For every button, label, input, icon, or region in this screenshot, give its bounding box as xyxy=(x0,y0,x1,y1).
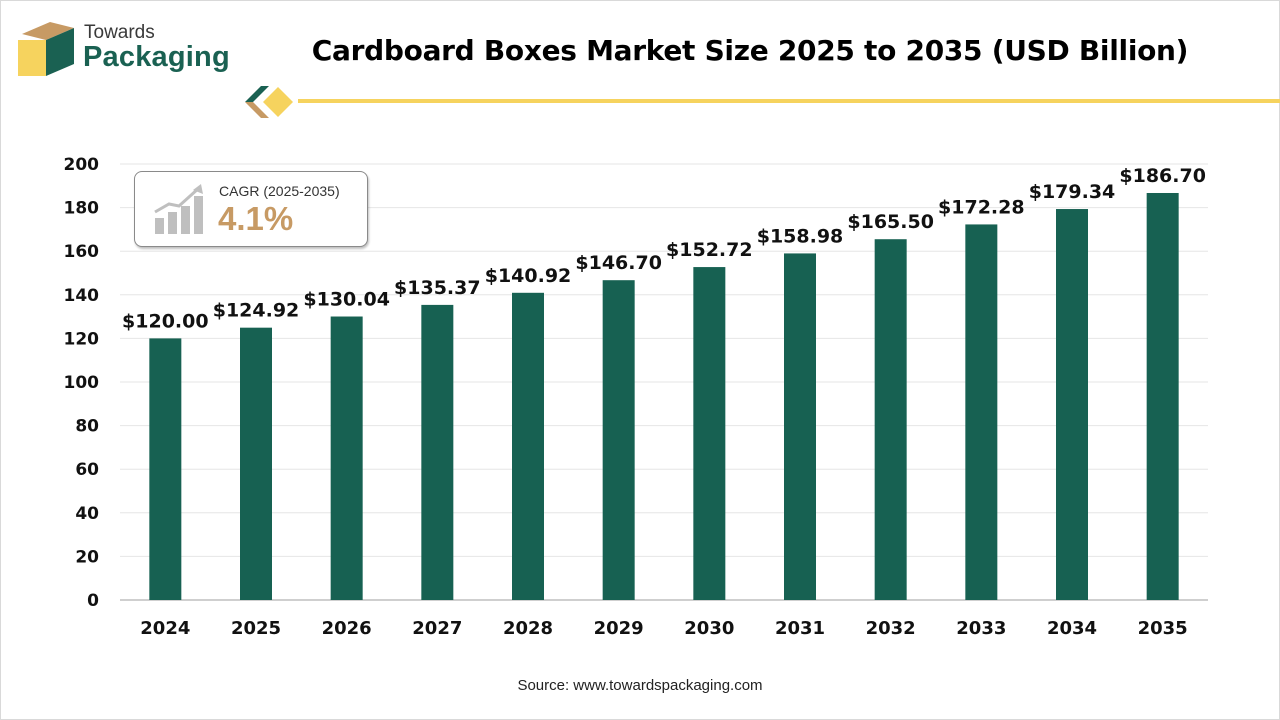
data-label-2031: $158.98 xyxy=(757,225,844,247)
x-tick-label-2029: 2029 xyxy=(594,618,644,639)
x-tick-label-2034: 2034 xyxy=(1047,618,1097,639)
x-tick-label-2031: 2031 xyxy=(775,618,825,639)
data-labels: $120.00 $124.92$130.04$135.37$140.92$146.… xyxy=(122,165,1206,332)
data-label-2024: $120.00 xyxy=(122,310,209,332)
bar-2033 xyxy=(965,224,998,600)
y-tick-label: 180 xyxy=(64,199,100,219)
y-tick-label: 140 xyxy=(64,286,100,306)
bar-2024 xyxy=(149,338,182,600)
bar-2028 xyxy=(512,292,544,600)
gridlines xyxy=(120,163,1208,557)
bar-2026 xyxy=(330,316,363,600)
x-tick-label-2025: 2025 xyxy=(231,618,281,639)
y-tick-label: 80 xyxy=(75,417,99,437)
data-label-2029: $146.70 xyxy=(575,252,662,274)
cagr-callout: CAGR (2025-2035) 4.1% xyxy=(134,171,368,247)
bar-2032 xyxy=(874,239,907,600)
decorative-diamond-icon xyxy=(245,86,293,118)
brand-line-2: Packaging xyxy=(83,41,230,73)
data-label-2025: $124.92 xyxy=(213,300,300,322)
y-tick-label: 100 xyxy=(64,373,100,393)
bar-2029 xyxy=(602,280,635,600)
title-underline xyxy=(298,99,1280,103)
x-tick-label-2026: 2026 xyxy=(322,618,372,639)
bar-2035 xyxy=(1146,192,1179,600)
data-label-2033: $172.28 xyxy=(938,196,1025,218)
x-tick-label-2035: 2035 xyxy=(1138,618,1188,639)
x-tick-label-2027: 2027 xyxy=(412,618,462,639)
bars xyxy=(149,192,1179,601)
brand-logo: Towards Packaging xyxy=(16,20,246,84)
data-label-2026: $130.04 xyxy=(303,289,390,311)
x-tick-label-2032: 2032 xyxy=(866,618,916,639)
data-label-2034: $179.34 xyxy=(1029,181,1116,203)
bar-2027 xyxy=(421,304,454,600)
source-note: Source: www.towardspackaging.com xyxy=(517,677,763,694)
bar-2034 xyxy=(1056,209,1088,600)
y-tick-label: 0 xyxy=(87,591,99,611)
y-tick-label: 60 xyxy=(75,460,99,480)
y-tick-label: 160 xyxy=(64,242,100,262)
data-label-2032: $165.50 xyxy=(847,211,934,233)
x-tick-label-2033: 2033 xyxy=(956,618,1006,639)
y-tick-label: 120 xyxy=(64,329,100,349)
logo-box-icon xyxy=(18,22,74,76)
axes: 0 20 40 60 80 100 120 140 160 180 200 2024 2025 2026 2… xyxy=(64,155,1208,639)
bar-2030 xyxy=(693,267,726,600)
y-tick-label: 40 xyxy=(75,504,99,524)
data-label-2028: $140.92 xyxy=(485,265,572,287)
chart-title: Cardboard Boxes Market Size 2025 to 2035… xyxy=(311,34,1189,67)
data-label-2030: $152.72 xyxy=(666,239,753,261)
y-tick-label: 200 xyxy=(64,155,100,175)
cagr-label: CAGR (2025-2035) xyxy=(219,183,340,199)
brand-line-1: Towards xyxy=(84,22,155,43)
y-tick-label: 20 xyxy=(75,547,99,567)
x-tick-label-2024: 2024 xyxy=(140,618,190,639)
bar-2031 xyxy=(784,253,816,601)
growth-chart-icon xyxy=(154,184,203,234)
cagr-value: 4.1% xyxy=(218,200,294,237)
bar-2025 xyxy=(240,327,272,600)
x-tick-label-2030: 2030 xyxy=(684,618,734,639)
data-label-2027: $135.37 xyxy=(394,277,481,299)
x-tick-label-2028: 2028 xyxy=(503,618,553,639)
data-label-2035: $186.70 xyxy=(1119,165,1206,187)
